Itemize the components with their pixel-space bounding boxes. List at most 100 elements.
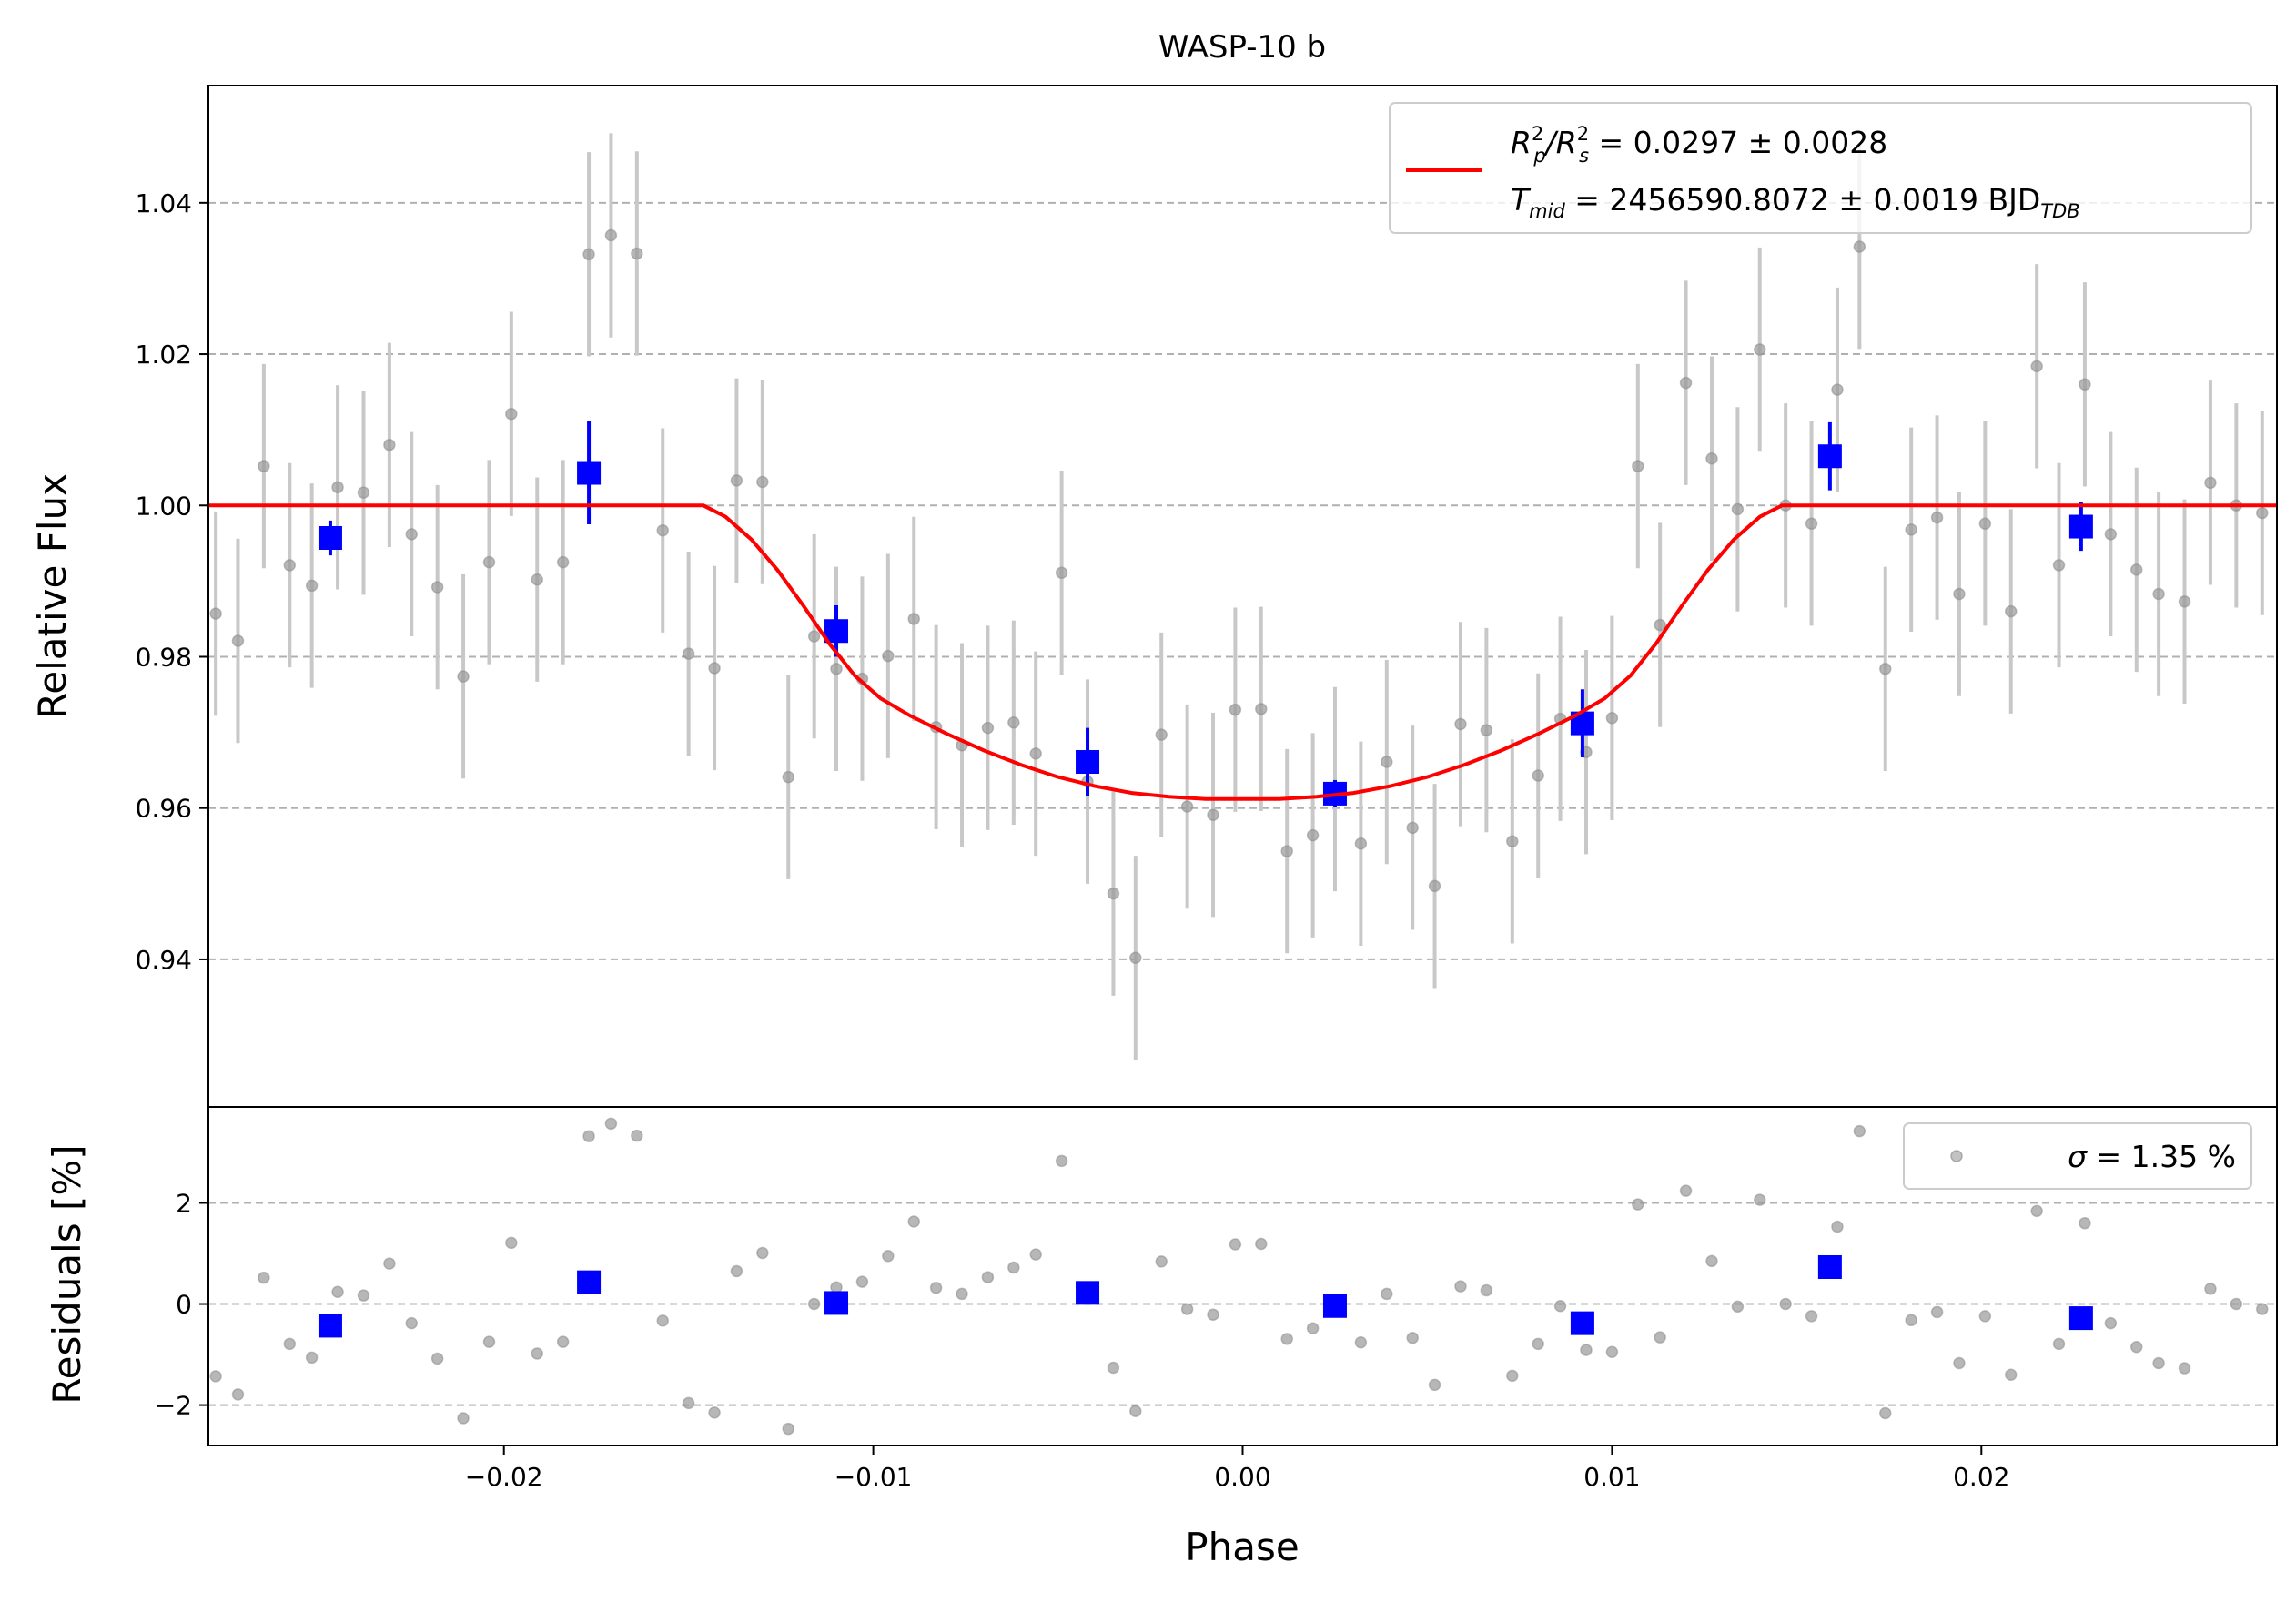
residual-raw-point xyxy=(1506,1369,1519,1383)
flux-raw-point xyxy=(582,248,595,261)
flux-raw-point xyxy=(730,474,743,487)
residual-raw-point xyxy=(2079,1216,2091,1230)
flux-raw-point xyxy=(631,247,643,260)
flux-raw-point xyxy=(807,630,821,643)
residual-raw-point xyxy=(882,1250,895,1263)
flux-raw-point xyxy=(756,475,769,489)
flux-binned-points xyxy=(318,421,2093,807)
residual-raw-point xyxy=(556,1335,570,1348)
flux-raw-point xyxy=(604,228,618,242)
flux-raw-point xyxy=(1129,951,1142,965)
residual-raw-point xyxy=(1779,1297,1792,1311)
legend-tmid-value: = 2456590.8072 ± 0.0019 BJD xyxy=(1565,182,2040,218)
flux-raw-point xyxy=(1454,717,1467,731)
flux-y-axis-label: Relative Flux xyxy=(30,473,75,719)
residual-raw-point xyxy=(1354,1335,1368,1349)
residual-raw-point xyxy=(956,1287,968,1301)
flux-raw-point xyxy=(383,439,396,451)
flux-y-tick-label: 0.94 xyxy=(136,945,192,975)
x-tick-label: 0.01 xyxy=(1583,1462,1640,1492)
residual-raw-point xyxy=(209,1370,222,1383)
residual-raw-point xyxy=(1029,1248,1042,1261)
residual-raw-point xyxy=(1406,1331,1419,1344)
residual-raw-point xyxy=(357,1289,370,1302)
flux-raw-point xyxy=(482,555,496,569)
flux-raw-point xyxy=(1805,517,1818,530)
residual-raw-point xyxy=(1381,1287,1393,1301)
x-tick-label: −0.01 xyxy=(834,1462,913,1492)
flux-raw-point xyxy=(531,573,543,586)
flux-raw-point xyxy=(2130,563,2143,576)
residual-raw-point xyxy=(283,1337,297,1351)
residual-binned-point xyxy=(824,1291,849,1315)
flux-raw-point xyxy=(1654,618,1666,632)
residual-raw-point xyxy=(2204,1283,2217,1295)
flux-binned-point xyxy=(1817,444,1842,469)
residual-raw-point xyxy=(405,1316,418,1330)
residual-raw-point xyxy=(1055,1154,1068,1168)
flux-raw-point xyxy=(1905,523,1917,536)
residual-raw-point xyxy=(2230,1297,2243,1311)
residual-raw-point xyxy=(1605,1345,1619,1359)
residual-binned-point xyxy=(1817,1255,1842,1280)
residual-raw-point xyxy=(682,1396,695,1410)
flux-raw-point xyxy=(1532,769,1544,782)
residual-binned-point xyxy=(2068,1306,2093,1331)
residual-raw-point xyxy=(1831,1220,1844,1233)
residual-binned-point xyxy=(1322,1294,1347,1318)
flux-raw-point xyxy=(505,407,518,421)
legend-rp-sub: p xyxy=(1532,145,1545,167)
residual-raw-point xyxy=(1580,1344,1593,1356)
flux-raw-point xyxy=(882,649,895,663)
flux-raw-point xyxy=(1229,703,1242,716)
legend-rs-sub: s xyxy=(1579,145,1589,167)
residual-raw-point xyxy=(756,1246,769,1260)
flux-raw-point xyxy=(357,486,370,499)
flux-raw-point xyxy=(405,528,418,541)
legend-tmid-t: T xyxy=(1511,182,1532,218)
flux-raw-point xyxy=(1480,724,1493,736)
transit-model-line xyxy=(208,503,2277,801)
residual-raw-point xyxy=(855,1275,869,1288)
residual-raw-point xyxy=(1978,1310,1992,1323)
flux-raw-point xyxy=(1180,800,1194,813)
flux-raw-point xyxy=(430,581,444,594)
flux-raw-point xyxy=(830,663,843,675)
flux-legend: R2 p/R2 s = 0.0297 ± 0.0028 Tmid = 2456590… xyxy=(1389,102,2252,234)
residual-raw-point xyxy=(1930,1305,1944,1319)
flux-raw-point xyxy=(1930,511,1944,524)
flux-raw-point xyxy=(2256,506,2269,520)
flux-raw-point xyxy=(556,555,570,569)
residual-raw-point xyxy=(981,1271,995,1283)
flux-legend-box xyxy=(1389,102,2252,234)
residual-legend-box xyxy=(1903,1122,2252,1190)
flux-binned-point xyxy=(1076,750,1100,775)
flux-raw-point xyxy=(1506,835,1519,848)
residual-raw-point xyxy=(1705,1254,1718,1268)
residual-raw-point xyxy=(2130,1340,2143,1354)
flux-raw-point xyxy=(1354,837,1368,850)
flux-raw-point xyxy=(1280,845,1293,857)
residual-raw-point xyxy=(1754,1193,1766,1206)
residual-raw-point xyxy=(2152,1356,2165,1370)
residual-raw-point xyxy=(1905,1314,1917,1327)
residual-x-ticks: −0.02 −0.01 0.00 0.01 0.02 xyxy=(465,1446,2009,1492)
residual-raw-point xyxy=(1428,1378,1441,1392)
flux-axes-frame xyxy=(207,85,2278,1108)
residual-raw-point xyxy=(1553,1300,1567,1313)
flux-raw-point xyxy=(981,721,995,735)
flux-gridlines xyxy=(208,201,2277,960)
flux-raw-point xyxy=(209,607,222,620)
flux-y-tick-label: 1.00 xyxy=(136,491,192,521)
residual-y-tick-label: 0 xyxy=(176,1290,192,1320)
residual-raw-point xyxy=(1480,1283,1493,1297)
flux-y-ticks: 0.94 0.96 0.98 1.00 1.02 1.04 xyxy=(136,188,208,975)
flux-raw-point xyxy=(907,613,921,625)
flux-y-tick-label: 1.04 xyxy=(136,188,192,218)
residual-binned-point xyxy=(318,1314,342,1338)
flux-raw-point xyxy=(2079,378,2091,391)
flux-raw-point xyxy=(656,523,669,537)
residual-binned-point xyxy=(577,1270,602,1294)
residual-raw-point xyxy=(1654,1331,1666,1344)
flux-raw-point xyxy=(1406,821,1419,835)
